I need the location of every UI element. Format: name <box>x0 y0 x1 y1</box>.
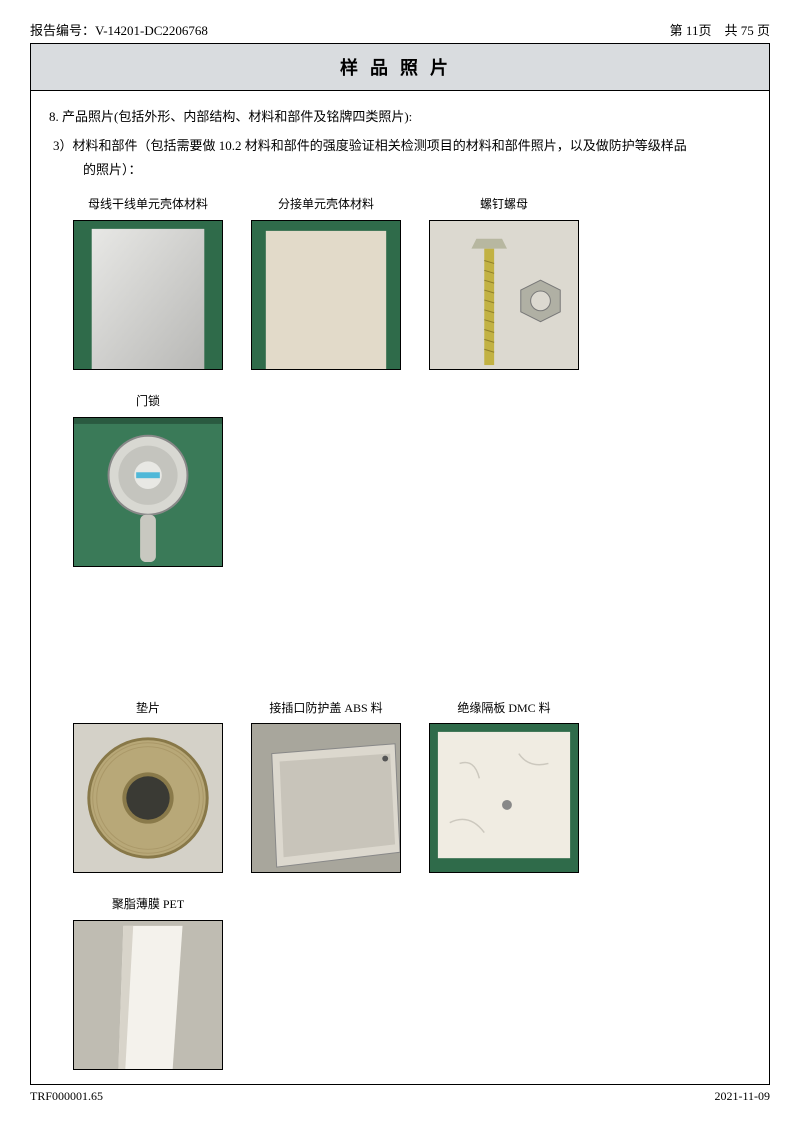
section-title: 样品照片 <box>31 44 769 91</box>
photo-item: 门锁 <box>73 390 223 567</box>
photo-label: 绝缘隔板 DMC 料 <box>429 697 579 720</box>
photo-label: 聚脂薄膜 PET <box>73 893 223 916</box>
photo-item: 接插口防护盖 ABS 料 <box>251 697 401 874</box>
content-area: 8. 产品照片(包括外形、内部结构、材料和部件及铭牌四类照片): 3）材料和部件… <box>31 91 769 1084</box>
photo-item: 螺钉螺母 <box>429 193 579 370</box>
footer-left: TRF000001.65 <box>30 1089 103 1104</box>
photo-washer <box>73 723 223 873</box>
photo-item: 垫片 <box>73 697 223 874</box>
photo-abs-cover <box>251 723 401 873</box>
item-8-text: 8. 产品照片(包括外形、内部结构、材料和部件及铭牌四类照片): <box>49 105 751 130</box>
photo-item: 分接单元壳体材料 <box>251 193 401 370</box>
photo-dmc-plate <box>429 723 579 873</box>
page-indicator: 第 11页 共 75 页 <box>670 20 770 39</box>
photo-lock <box>73 417 223 567</box>
photo-label: 门锁 <box>73 390 223 413</box>
photo-item: 聚脂薄膜 PET <box>73 893 223 1070</box>
page-footer: TRF000001.65 2021-11-09 <box>30 1089 770 1104</box>
photo-bolt-nut <box>429 220 579 370</box>
photo-pet-film <box>73 920 223 1070</box>
photo-label: 接插口防护盖 ABS 料 <box>251 697 401 720</box>
photo-label: 螺钉螺母 <box>429 193 579 216</box>
photo-label: 母线干线单元壳体材料 <box>73 193 223 216</box>
page-header: 报告编号：V-14201-DC2206768 第 11页 共 75 页 <box>30 20 770 39</box>
photo-sheet-metal <box>73 220 223 370</box>
photo-grid: 母线干线单元壳体材料 分接单元壳体材料 <box>49 193 751 1070</box>
report-number: 报告编号：V-14201-DC2206768 <box>30 20 208 39</box>
main-frame: 样品照片 8. 产品照片(包括外形、内部结构、材料和部件及铭牌四类照片): 3）… <box>30 43 770 1085</box>
photo-sheet-beige <box>251 220 401 370</box>
footer-right: 2021-11-09 <box>714 1089 770 1104</box>
row-spacer <box>73 587 751 677</box>
photo-item: 母线干线单元壳体材料 <box>73 193 223 370</box>
photo-item: 绝缘隔板 DMC 料 <box>429 697 579 874</box>
item-3-text: 3）材料和部件（包括需要做 10.2 材料和部件的强度验证相关检测项目的材料和部… <box>49 134 751 183</box>
photo-label: 垫片 <box>73 697 223 720</box>
photo-label: 分接单元壳体材料 <box>251 193 401 216</box>
